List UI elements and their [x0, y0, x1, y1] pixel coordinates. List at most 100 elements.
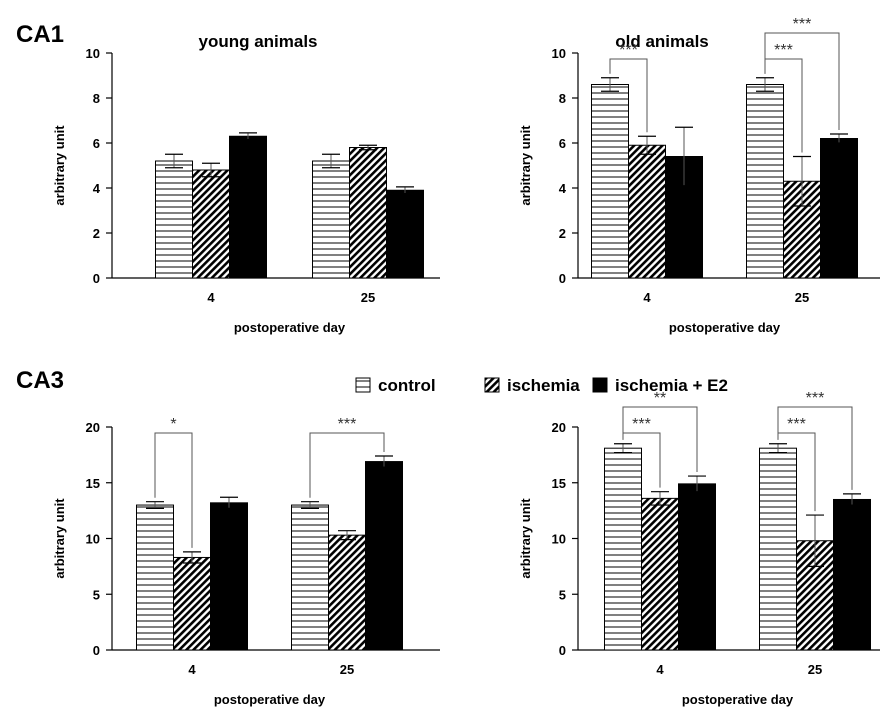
bar-ischemia-e2-day-4	[229, 135, 267, 279]
legend-label: control	[378, 376, 436, 395]
x-axis-label: postoperative day	[669, 320, 781, 335]
bar-ischemia-day-25	[349, 147, 387, 279]
error-bar	[146, 501, 164, 509]
x-tick-label: 25	[361, 290, 375, 305]
bar-control-day-25	[759, 447, 797, 651]
significance-bracket: ***	[777, 390, 853, 490]
error-bar	[843, 493, 861, 506]
x-axis-label: postoperative day	[234, 320, 346, 335]
error-bar	[601, 77, 619, 92]
y-axis-label: arbitrary unit	[518, 498, 533, 579]
error-bar	[396, 186, 414, 195]
bar-control-day-4	[136, 504, 174, 651]
error-bar	[756, 77, 774, 92]
legend-label: ischemia + E2	[615, 376, 728, 395]
chart-title: old animals	[615, 32, 709, 51]
y-tick-label: 10	[86, 46, 100, 61]
y-tick-label: 15	[86, 476, 100, 491]
chart-ca1-old: 0 2 4 6 8 10 arbitrary unit postoperative day ol…	[518, 16, 880, 335]
legend-item-ischemia: ischemia	[484, 376, 580, 395]
y-tick-label: 10	[552, 532, 566, 547]
error-bar	[183, 551, 201, 564]
error-bar	[239, 132, 257, 141]
legend-item-ischemia-e2: ischemia + E2	[592, 376, 728, 395]
region-label-ca1: CA1	[16, 21, 64, 48]
bar-ischemia-e2-day-25	[365, 461, 403, 651]
chart-ca3-old: 0 5 10 15 20 arbitrary unit postoperative day 4…	[518, 390, 880, 707]
significance-label: ***	[793, 16, 812, 33]
y-tick-label: 0	[559, 643, 566, 658]
bar-ischemia-e2-day-25	[386, 189, 424, 279]
significance-bracket: ***	[764, 16, 840, 130]
chart-ca1-young: 0 2 4 6 8 10 arbitrary unit postoperative day yo…	[52, 32, 440, 335]
legend-swatch	[484, 377, 500, 393]
y-tick-label: 0	[93, 271, 100, 286]
significance-label: *	[170, 416, 176, 433]
significance-bracket: ***	[309, 416, 385, 498]
error-bar	[806, 514, 824, 567]
x-tick-label: 25	[808, 662, 822, 677]
chart-ca3-young: 0 5 10 15 20 arbitrary unit postoperative day 4…	[52, 416, 440, 707]
error-bar	[769, 443, 787, 454]
legend-swatch	[592, 377, 608, 393]
bar-ischemia-e2-day-4	[678, 483, 716, 651]
bar-ischemia-day-4	[192, 169, 230, 279]
y-tick-label: 6	[559, 136, 566, 151]
error-bar	[165, 153, 183, 169]
y-tick-label: 5	[93, 587, 100, 602]
bar-ischemia-day-4	[628, 144, 666, 279]
y-tick-label: 20	[86, 420, 100, 435]
x-tick-label: 4	[188, 662, 196, 677]
error-bar	[688, 475, 706, 493]
bar-control-day-4	[155, 160, 193, 279]
y-tick-label: 10	[552, 46, 566, 61]
legend: control ischemia ischemia + E2	[355, 376, 728, 395]
x-axis-label: postoperative day	[682, 692, 794, 707]
y-tick-label: 4	[93, 181, 101, 196]
y-tick-label: 6	[93, 136, 100, 151]
y-tick-label: 8	[559, 91, 566, 106]
significance-bracket: **	[622, 390, 698, 473]
error-bar	[830, 133, 848, 144]
y-tick-label: 8	[93, 91, 100, 106]
significance-bracket: ***	[609, 42, 648, 133]
significance-label: ***	[632, 416, 651, 433]
x-tick-label: 25	[795, 290, 809, 305]
x-axis-label: postoperative day	[214, 692, 326, 707]
bar-ischemia-day-25	[328, 534, 366, 651]
bar-control-day-4	[604, 447, 642, 651]
error-bar	[338, 530, 356, 541]
error-bar	[375, 455, 393, 468]
significance-label: ***	[338, 416, 357, 433]
significance-label: **	[654, 390, 666, 407]
y-tick-label: 10	[86, 532, 100, 547]
significance-bracket: *	[154, 416, 193, 548]
significance-label: ***	[774, 42, 793, 59]
y-tick-label: 5	[559, 587, 566, 602]
bar-control-day-25	[312, 160, 350, 279]
x-tick-label: 4	[643, 290, 651, 305]
bar-ischemia-e2-day-4	[210, 502, 248, 651]
y-tick-label: 2	[559, 226, 566, 241]
error-bar	[322, 153, 340, 169]
x-tick-label: 4	[656, 662, 664, 677]
bar-control-day-25	[291, 504, 329, 651]
region-label-ca3: CA3	[16, 367, 64, 394]
x-tick-label: 4	[207, 290, 215, 305]
significance-label: ***	[619, 42, 638, 59]
bar-control-day-4	[591, 84, 629, 279]
bar-ischemia-e2-day-25	[820, 138, 858, 279]
error-bar	[202, 162, 220, 178]
error-bar	[651, 491, 669, 506]
y-tick-label: 15	[552, 476, 566, 491]
y-tick-label: 0	[93, 643, 100, 658]
error-bar	[359, 144, 377, 151]
y-axis-label: arbitrary unit	[52, 125, 67, 206]
error-bar	[675, 126, 693, 187]
y-tick-label: 20	[552, 420, 566, 435]
chart-title: young animals	[198, 32, 317, 51]
bar-ischemia-day-4	[173, 556, 211, 651]
y-axis-label: arbitrary unit	[52, 498, 67, 579]
legend-item-control: control	[355, 376, 436, 395]
